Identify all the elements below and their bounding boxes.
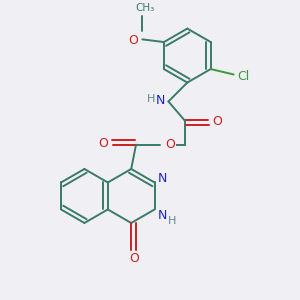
Text: N: N — [158, 172, 167, 185]
Text: N: N — [156, 94, 165, 107]
Text: O: O — [129, 252, 139, 265]
Text: O: O — [98, 137, 108, 150]
Text: H: H — [168, 216, 176, 226]
Text: O: O — [129, 34, 139, 47]
Text: O: O — [165, 138, 175, 151]
Text: O: O — [212, 115, 222, 128]
Text: N: N — [158, 209, 167, 222]
Text: H: H — [147, 94, 155, 103]
Text: CH₃: CH₃ — [136, 3, 155, 13]
Text: Cl: Cl — [237, 70, 249, 83]
